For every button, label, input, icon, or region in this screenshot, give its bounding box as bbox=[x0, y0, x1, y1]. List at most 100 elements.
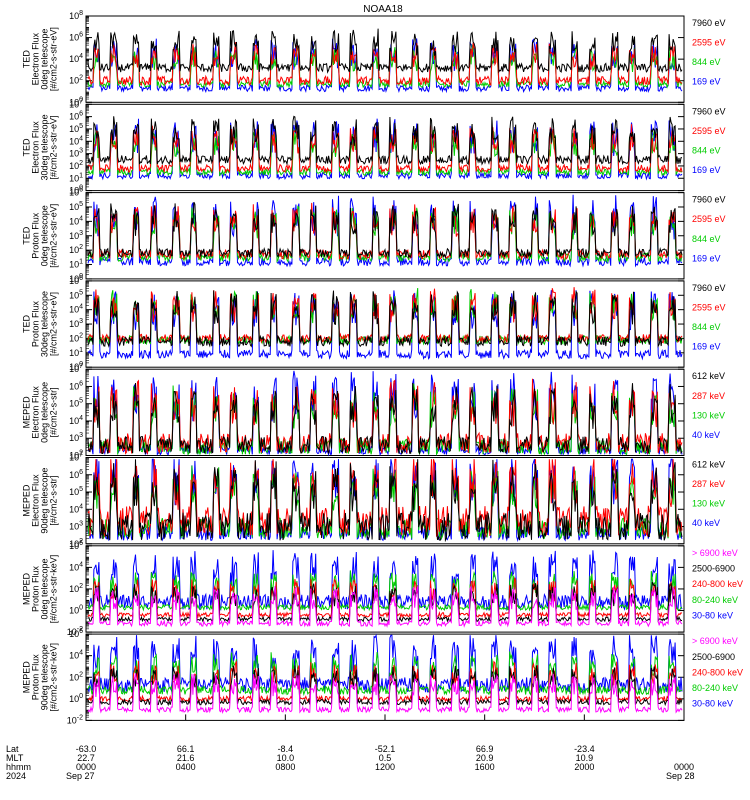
legend-entry: 2595 eV bbox=[692, 38, 726, 48]
y-tick-label: 104 bbox=[69, 415, 83, 426]
panel-6: 102 103 104 105 106 107 MEPEDElectron Flux90de… bbox=[22, 452, 726, 549]
y-tick-label: 104 bbox=[69, 561, 83, 572]
panel-frame bbox=[85, 368, 685, 457]
y-tick-label: 102 bbox=[69, 244, 83, 255]
y-tick-label: 104 bbox=[69, 503, 83, 514]
y-tick-label: 100 bbox=[69, 96, 83, 107]
footer-row-label: hhmm bbox=[6, 762, 31, 772]
y-tick-label: 101 bbox=[69, 347, 83, 358]
footer-lat: -52.1 bbox=[375, 744, 396, 754]
footer-hhmm: 0800 bbox=[275, 762, 295, 772]
panel-4: 100 101 102 103 104 105 106 TEDProton Flux30deg… bbox=[22, 275, 726, 372]
legend-entry: 169 eV bbox=[692, 77, 721, 87]
legend-entry: 30-80 keV bbox=[692, 610, 733, 620]
series-line bbox=[87, 570, 683, 612]
series-line bbox=[87, 459, 683, 543]
panel-8: 10-2 100 102 104 106 MEPEDProton Flux90deg te… bbox=[22, 628, 744, 725]
series-line bbox=[87, 42, 683, 87]
series-line bbox=[87, 28, 683, 74]
y-tick-label: 10-2 bbox=[67, 714, 83, 725]
footer-lat: 66.9 bbox=[476, 744, 494, 754]
legend-entry: 2595 eV bbox=[692, 302, 726, 312]
footer-mlt: 20.9 bbox=[476, 753, 494, 763]
y-tick-label: 106 bbox=[69, 275, 83, 286]
legend-entry: 40 keV bbox=[692, 430, 720, 440]
footer-hhmm: 2000 bbox=[574, 762, 594, 772]
legend-entry: > 6900 keV bbox=[692, 548, 738, 558]
legend-entry: 169 eV bbox=[692, 165, 721, 175]
footer-hhmm: 1600 bbox=[475, 762, 495, 772]
footer-lat: -63.0 bbox=[76, 744, 97, 754]
series-line bbox=[87, 201, 683, 260]
panel-ylabel: TEDElectron Flux30deg telescope[#/cm2-s-… bbox=[22, 114, 59, 180]
panel-ylabel: MEPEDElectron Flux90deg telescope[#/cm2-… bbox=[22, 468, 59, 534]
y-tick-label: 102 bbox=[69, 450, 83, 461]
footer-date: Sep 27 bbox=[66, 771, 95, 781]
y-tick-label: 106 bbox=[69, 540, 83, 551]
y-tick-label: 102 bbox=[69, 538, 83, 549]
y-tick-label: 102 bbox=[69, 671, 83, 682]
y-tick-label: 104 bbox=[69, 304, 83, 315]
y-tick-label: 103 bbox=[69, 318, 83, 329]
y-tick-label: 104 bbox=[69, 650, 83, 661]
legend-entry: 2595 eV bbox=[692, 126, 726, 136]
legend-entry: 7960 eV bbox=[692, 106, 726, 116]
legend-entry: 2500-6900 bbox=[692, 652, 735, 662]
footer-row-label: Lat bbox=[6, 744, 19, 754]
y-tick-label: 10-2 bbox=[67, 626, 83, 637]
footer-mlt: 22.7 bbox=[77, 753, 95, 763]
series-line bbox=[87, 43, 683, 90]
legend-entry: 7960 eV bbox=[692, 283, 726, 293]
legend-entry: 240-800 keV bbox=[692, 667, 743, 677]
legend-entry: 80-240 keV bbox=[692, 595, 738, 605]
legend-entry: 844 eV bbox=[692, 145, 721, 155]
series-line bbox=[87, 382, 683, 456]
y-tick-label: 100 bbox=[69, 185, 83, 196]
legend-entry: 169 eV bbox=[692, 253, 721, 263]
footer-hhmm: 0400 bbox=[176, 762, 196, 772]
y-tick-label: 102 bbox=[69, 160, 83, 171]
series-line bbox=[87, 584, 683, 628]
footer-row-label: MLT bbox=[6, 753, 24, 763]
panel-ylabel: MEPEDProton Flux90deg telescope[#/cm2-s-… bbox=[22, 643, 59, 712]
panel-7: 10-2 100 102 104 106 MEPEDProton Flux0deg tel… bbox=[22, 540, 744, 637]
series-line bbox=[88, 660, 683, 704]
panel-ylabel: TEDElectron Flux0deg telescope[#/cm2-s-s… bbox=[22, 27, 59, 91]
y-tick-label: 102 bbox=[69, 75, 83, 86]
footer-hhmm: 0000 bbox=[674, 762, 694, 772]
footer-lat: -23.4 bbox=[574, 744, 595, 754]
panel-frame bbox=[85, 457, 685, 545]
y-tick-label: 100 bbox=[69, 693, 83, 704]
y-tick-label: 100 bbox=[69, 361, 83, 372]
footer-hhmm: 1200 bbox=[375, 762, 395, 772]
y-tick-label: 106 bbox=[69, 32, 83, 43]
legend-entry: 2500-6900 bbox=[692, 563, 735, 573]
series-line bbox=[87, 194, 683, 268]
legend-entry: 844 eV bbox=[692, 57, 721, 67]
y-tick-label: 107 bbox=[69, 452, 83, 463]
legend-entry: 287 keV bbox=[692, 479, 725, 489]
series-line bbox=[87, 651, 683, 697]
y-tick-label: 104 bbox=[69, 215, 83, 226]
y-tick-label: 102 bbox=[69, 583, 83, 594]
footer-mlt: 10.9 bbox=[576, 753, 594, 763]
y-tick-label: 107 bbox=[69, 98, 83, 109]
y-tick-label: 105 bbox=[69, 398, 83, 409]
legend-entry: 287 keV bbox=[692, 391, 725, 401]
panel-frame bbox=[85, 192, 685, 280]
legend-entry: > 6900 keV bbox=[692, 636, 738, 646]
y-tick-label: 103 bbox=[69, 432, 83, 443]
legend-entry: 240-800 keV bbox=[692, 579, 743, 589]
legend-entry: 844 eV bbox=[692, 234, 721, 244]
y-tick-label: 100 bbox=[69, 273, 83, 284]
y-tick-label: 104 bbox=[69, 53, 83, 64]
panel-1: 100 102 104 106 108 TEDElectron Flux0deg tele… bbox=[22, 10, 726, 107]
y-tick-label: 103 bbox=[69, 521, 83, 532]
legend-entry: 130 keV bbox=[692, 499, 725, 509]
series-line bbox=[87, 633, 683, 694]
y-tick-label: 105 bbox=[69, 486, 83, 497]
legend-entry: 612 keV bbox=[692, 371, 725, 381]
y-tick-label: 103 bbox=[69, 148, 83, 159]
